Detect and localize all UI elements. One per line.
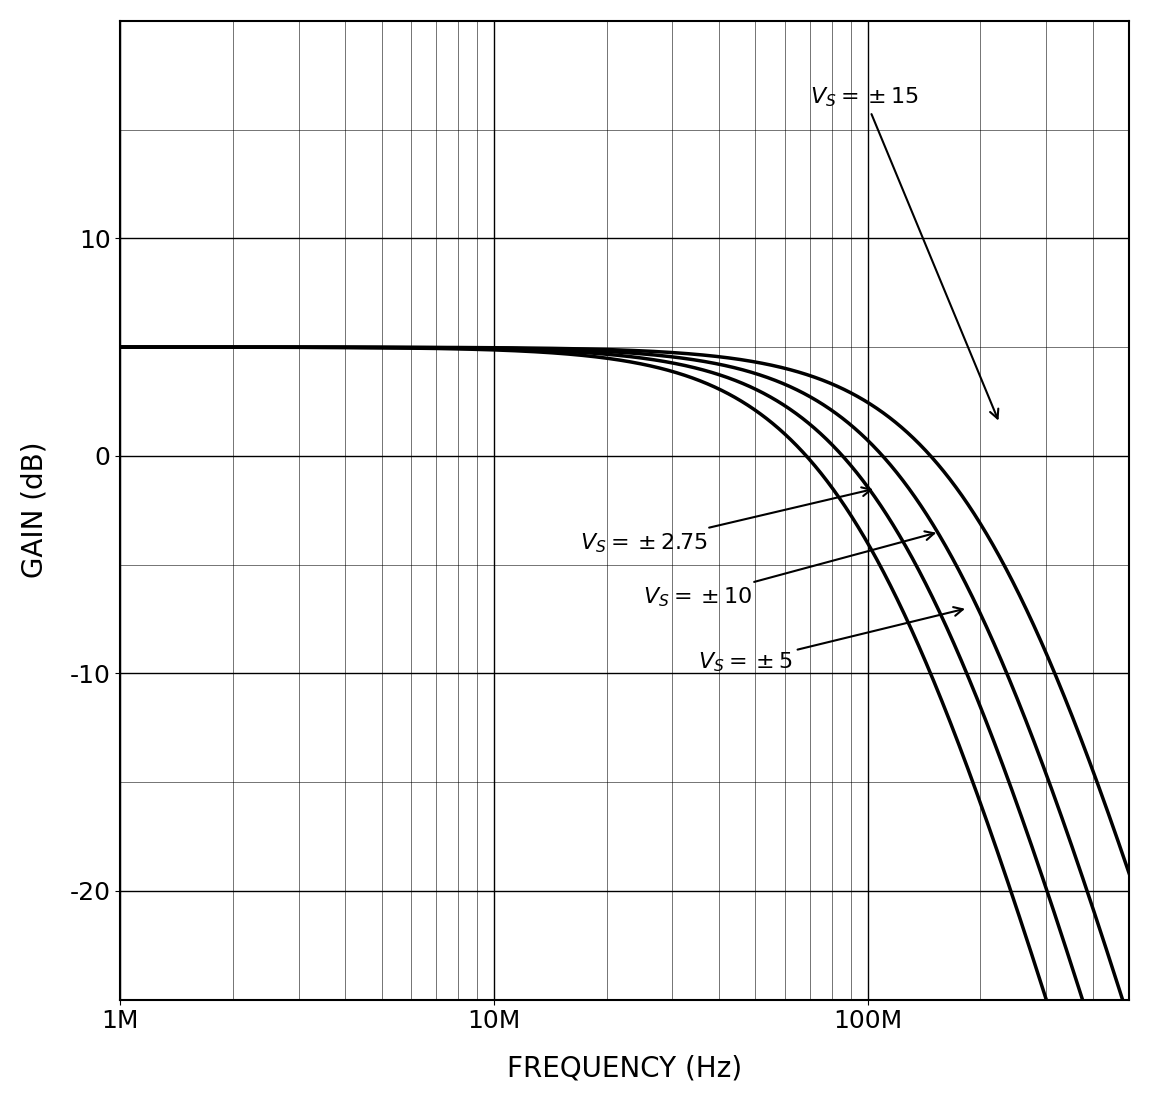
Text: $V_S = \pm5$: $V_S = \pm5$ <box>698 607 963 674</box>
Text: $V_S = \pm15$: $V_S = \pm15$ <box>810 85 998 418</box>
X-axis label: FREQUENCY (Hz): FREQUENCY (Hz) <box>507 1054 743 1082</box>
Y-axis label: GAIN (dB): GAIN (dB) <box>21 442 48 578</box>
Text: $V_S = \pm10$: $V_S = \pm10$ <box>643 532 934 609</box>
Text: $V_S = \pm2.75$: $V_S = \pm2.75$ <box>581 488 871 555</box>
